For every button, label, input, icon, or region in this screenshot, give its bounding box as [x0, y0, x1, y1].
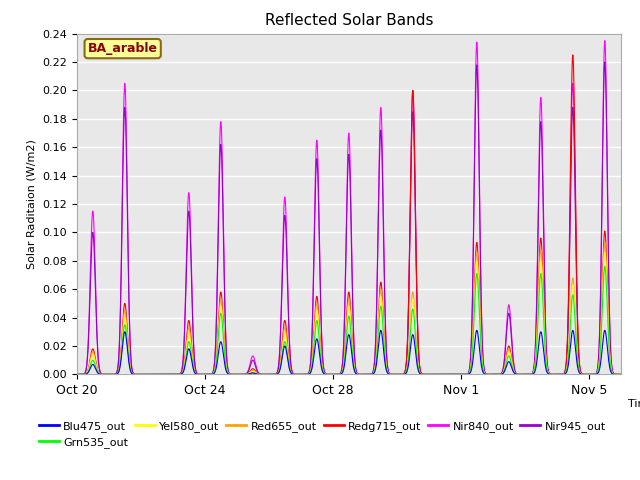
Legend: Blu475_out, Grn535_out, Yel580_out, Red655_out, Redg715_out, Nir840_out, Nir945_: Blu475_out, Grn535_out, Yel580_out, Red6…: [39, 421, 606, 448]
Text: Time: Time: [628, 399, 640, 409]
Y-axis label: Solar Raditaion (W/m2): Solar Raditaion (W/m2): [27, 139, 36, 269]
Title: Reflected Solar Bands: Reflected Solar Bands: [264, 13, 433, 28]
Text: BA_arable: BA_arable: [88, 42, 157, 55]
